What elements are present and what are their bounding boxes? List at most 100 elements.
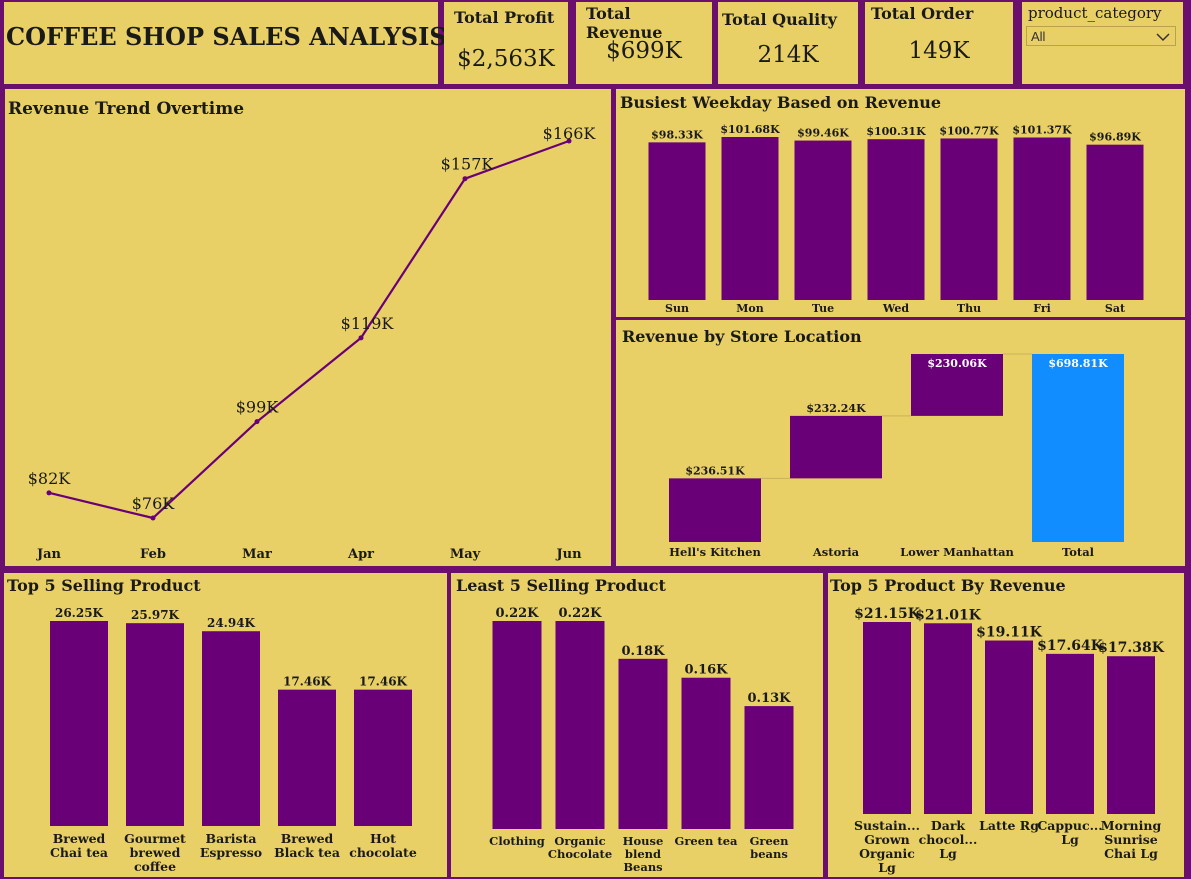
category-label: Gourmet [124, 831, 186, 846]
data-point [150, 515, 156, 521]
category-label: Fri [1033, 302, 1051, 315]
bar [278, 689, 336, 826]
category-label: Organic [859, 846, 915, 861]
bar [354, 689, 412, 826]
category-label: Hell's Kitchen [669, 545, 761, 559]
kpi-value: $2,563K [457, 46, 555, 72]
data-label: 0.13K [748, 691, 792, 706]
bar [1013, 137, 1071, 300]
category-label: Lower Manhattan [900, 545, 1014, 559]
data-label: $21.15K [854, 606, 921, 622]
data-label: 0.22K [496, 606, 540, 621]
bar [863, 622, 911, 814]
x-tick-label: Jan [36, 547, 62, 562]
data-label: $96.89K [1089, 131, 1141, 144]
category-label: Clothing [489, 834, 545, 848]
data-label: $101.37K [1012, 123, 1072, 136]
data-label: $157K [441, 155, 495, 174]
bar [648, 142, 706, 300]
bar [1046, 653, 1094, 814]
category-label: Sustain... [854, 818, 920, 833]
top5-selling-panel: Top 5 Selling Product 26.25K Brewed Chai t… [4, 573, 447, 877]
data-label: $17.64K [1037, 638, 1104, 654]
title-panel: COFFEE SHOP SALES ANALYSIS [4, 2, 447, 84]
data-label: $76K [132, 494, 176, 513]
bar [940, 138, 998, 300]
category-label: Beans [623, 860, 662, 874]
chart-title: Busiest Weekday Based on Revenue [620, 93, 942, 112]
data-label: $232.24K [806, 402, 866, 415]
kpi-label: Total Profit [454, 8, 555, 27]
category-label: Chai Lg [1104, 846, 1158, 861]
bar [721, 137, 779, 300]
data-point [358, 335, 364, 341]
category-label: Sun [665, 302, 689, 315]
dropdown-value: All [1031, 29, 1046, 44]
revenue-trend-panel: Revenue Trend Overtime $82K Jan $76K Feb $99… [5, 89, 611, 566]
x-tick-label: May [450, 547, 481, 562]
bar [126, 623, 184, 826]
data-label: 24.94K [207, 616, 256, 630]
bar [202, 631, 260, 826]
dashboard-title: COFFEE SHOP SALES ANALYSIS [6, 22, 447, 51]
data-label: $82K [28, 469, 72, 488]
data-point [462, 176, 468, 182]
category-label: Barista [206, 831, 257, 846]
data-label: 0.22K [559, 606, 603, 621]
product-category-slicer: product_category All [1022, 2, 1183, 84]
category-label: Morning [1101, 818, 1162, 833]
bar [1086, 144, 1144, 300]
revenue-line [48, 139, 570, 520]
data-label: $100.31K [866, 125, 926, 138]
chart-title: Revenue Trend Overtime [8, 99, 245, 119]
data-label: $236.51K [685, 464, 745, 477]
bar [867, 139, 925, 300]
category-label: beans [750, 847, 788, 861]
store-revenue-panel: Revenue by Store Location $236.51K Hell's… [616, 320, 1185, 566]
product-category-dropdown[interactable]: All [1026, 26, 1176, 46]
chevron-down-icon [1156, 33, 1170, 42]
slicer-label: product_category [1028, 4, 1162, 22]
chart-title: Least 5 Selling Product [456, 576, 666, 595]
data-label: 0.16K [685, 663, 729, 678]
kpi-label: Total Revenue [586, 4, 663, 42]
total-bar [1032, 354, 1124, 542]
data-label: $98.33K [651, 128, 703, 141]
bar [1107, 656, 1155, 814]
bar [744, 706, 794, 829]
category-label: Thu [957, 302, 981, 315]
category-label: House [623, 834, 664, 848]
kpi-label: Total Quality [722, 10, 837, 29]
category-label: Lg [939, 846, 957, 861]
category-label: Organic [554, 834, 605, 848]
category-label: chocol... [919, 832, 978, 847]
data-label: $21.01K [915, 607, 982, 623]
data-label: 0.18K [622, 644, 666, 659]
category-label: Total [1062, 545, 1095, 559]
category-label: Hot [370, 831, 396, 846]
data-label: $166K [543, 124, 597, 143]
kpi-card-quality: Total Quality 214K [718, 2, 858, 84]
data-point [46, 490, 52, 496]
bar [50, 621, 108, 826]
bar [924, 623, 972, 814]
category-label: Green [750, 834, 790, 848]
bar [911, 354, 1003, 416]
category-label: Cappuc... [1037, 818, 1102, 833]
data-label: 17.46K [283, 675, 332, 689]
bar [555, 621, 605, 829]
data-label: 17.46K [359, 675, 408, 689]
category-label: Mon [736, 302, 764, 315]
category-label: Espresso [200, 845, 262, 860]
chart-title: Revenue by Store Location [622, 327, 862, 346]
category-label: brewed [130, 845, 181, 860]
category-label: Grown [864, 832, 909, 847]
data-label: $119K [341, 314, 395, 333]
chart-title: Top 5 Product By Revenue [830, 576, 1066, 595]
x-tick-label: Jun [555, 547, 582, 562]
x-tick-label: Apr [347, 547, 374, 562]
category-label: Tue [812, 302, 834, 315]
data-label: $230.06K [927, 357, 987, 370]
bar [681, 677, 731, 829]
